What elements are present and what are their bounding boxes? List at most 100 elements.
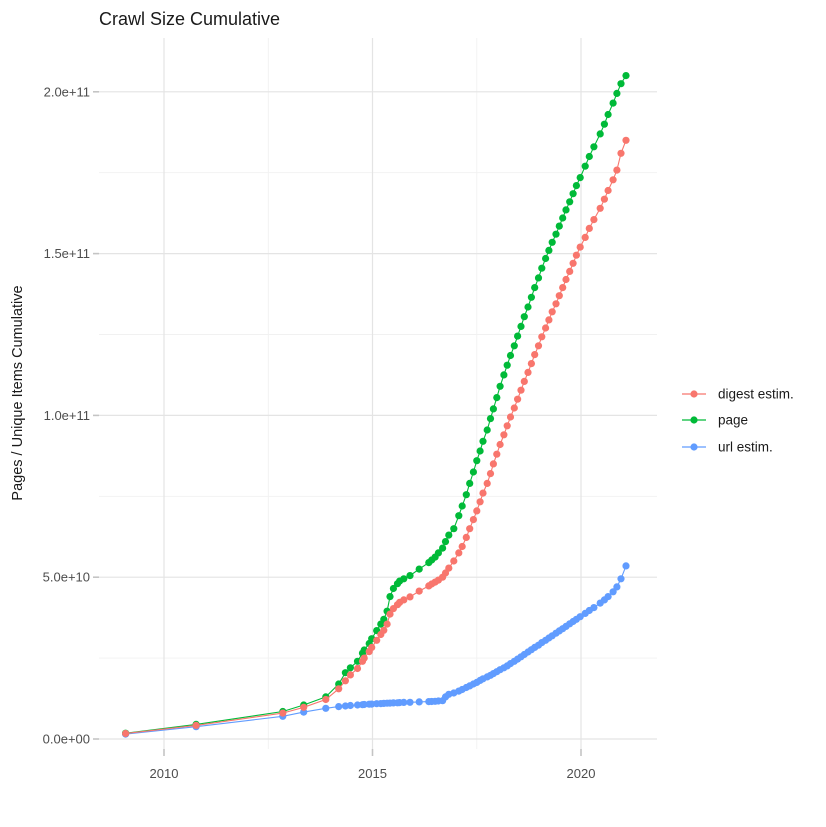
data-point [346, 664, 354, 672]
data-point [476, 447, 484, 455]
data-point [473, 457, 481, 465]
data-point [455, 549, 463, 557]
gridlines [99, 38, 657, 749]
legend: digest estim. page url estim. [682, 387, 794, 455]
data-point [552, 230, 560, 238]
data-point [386, 593, 394, 601]
data-point [400, 596, 408, 604]
data-point [534, 342, 543, 350]
data-point [353, 664, 362, 673]
legend-item-page: page [682, 413, 748, 428]
data-point [434, 549, 442, 557]
data-point [479, 489, 487, 497]
data-point [534, 274, 543, 282]
data-point [613, 166, 621, 174]
data-point [279, 709, 287, 717]
data-point [538, 333, 546, 341]
data-point [566, 198, 574, 206]
data-point [122, 729, 130, 738]
data-point [496, 382, 504, 390]
data-point [445, 531, 453, 539]
data-point [479, 437, 487, 445]
data-point [473, 507, 481, 515]
data-point [483, 479, 491, 487]
data-point [341, 677, 349, 685]
data-point [517, 322, 525, 330]
data-point [576, 243, 584, 251]
data-point [520, 313, 528, 321]
chart-title: Crawl Size Cumulative [99, 9, 280, 29]
data-point [576, 174, 584, 182]
data-point [489, 405, 497, 413]
data-point [542, 324, 550, 332]
data-point [445, 564, 453, 572]
data-point [609, 99, 617, 107]
data-point [400, 575, 408, 583]
data-point [520, 377, 528, 385]
axes: 0.0e+00 5.0e+10 1.0e+11 1.5e+11 2.0e+11 2010 2… [43, 84, 596, 781]
data-point [506, 413, 515, 421]
series-line [125, 140, 627, 735]
y-tick-label: 5.0e+10 [43, 570, 90, 585]
data-point [613, 583, 621, 591]
data-point [548, 238, 556, 246]
data-point [609, 588, 617, 596]
data-point [545, 246, 553, 254]
data-point [514, 332, 522, 340]
data-point [555, 292, 563, 300]
data-point [486, 415, 495, 423]
data-point [600, 120, 609, 128]
data-point [458, 502, 466, 510]
data-point [335, 703, 343, 711]
data-point [585, 224, 593, 232]
data-point [514, 395, 522, 403]
data-point [415, 587, 423, 595]
data-point [400, 698, 408, 707]
data-point [386, 610, 394, 618]
data-point [458, 542, 466, 551]
data-point [604, 110, 612, 119]
data-point [569, 259, 577, 267]
data-point [489, 460, 497, 468]
data-point [585, 152, 593, 161]
legend-label: page [718, 413, 748, 428]
legend-label: digest estim. [718, 387, 794, 402]
x-tick-label: 2010 [150, 766, 179, 781]
data-point [572, 182, 581, 190]
series-line [125, 565, 627, 735]
data-point [622, 562, 630, 570]
data-point [503, 361, 511, 369]
data-point [596, 204, 604, 212]
data-point [617, 149, 625, 157]
data-point [604, 593, 612, 601]
data-point [462, 491, 470, 499]
data-series [122, 72, 630, 738]
data-point [590, 143, 598, 151]
data-point [559, 284, 567, 292]
x-tick-label: 2015 [358, 766, 387, 781]
data-point [555, 222, 563, 230]
data-point [524, 368, 532, 376]
data-point [383, 620, 391, 628]
legend-item-url-estim: url estim. [682, 440, 773, 455]
data-point [469, 516, 477, 524]
data-point [566, 267, 574, 275]
data-point [466, 479, 474, 487]
legend-key-point [690, 390, 698, 398]
data-point [617, 80, 625, 88]
data-point [450, 557, 458, 565]
data-point [531, 284, 539, 292]
legend-label: url estim. [718, 440, 773, 455]
y-tick-label: 0.0e+00 [43, 732, 90, 747]
data-point [353, 657, 362, 665]
data-point [617, 575, 625, 583]
data-point [613, 89, 621, 97]
data-point [527, 360, 536, 368]
data-point [380, 626, 388, 634]
data-point [368, 643, 376, 652]
data-point [496, 440, 504, 449]
legend-item-digest-estim: digest estim. [682, 387, 794, 402]
legend-key-point [690, 443, 698, 451]
